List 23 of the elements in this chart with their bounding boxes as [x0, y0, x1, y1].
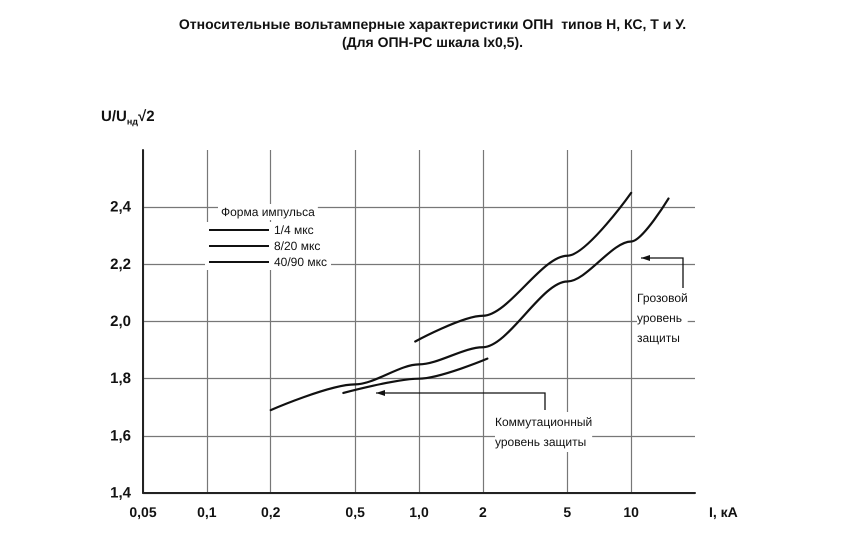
y-tick-label: 2,2	[110, 256, 131, 273]
x-tick-label: 0,2	[260, 504, 281, 520]
legend-label: 40/90 мкс	[274, 255, 327, 269]
x-tick-label: 5	[563, 504, 572, 520]
x-tick-label: 10	[623, 504, 640, 520]
annotation: Грозовой уровень защиты	[637, 291, 688, 345]
x-tick-label: 2	[478, 504, 487, 520]
chart-subtitle: (Для ОПН-РС шкала Ix0,5).	[342, 34, 524, 50]
y-tick-label: 2,0	[110, 313, 131, 330]
legend-label: 1/4 мкс	[274, 223, 314, 237]
x-tick-label: 0,5	[345, 504, 366, 520]
x-tick-label: 1,0	[409, 504, 429, 520]
annotation: Коммутационный уровень защиты	[495, 415, 592, 449]
chart-title: Относительные вольтамперные характеристики ОПН типов Н, КС, Т и У.	[178, 16, 686, 32]
x-tick-label: 0,1	[197, 504, 217, 520]
legend-title: Форма импульса	[221, 205, 316, 219]
x-tick-label: 0,05	[129, 504, 157, 520]
y-tick-label: 1,6	[110, 427, 131, 444]
x-axis-title: I, кА	[709, 504, 738, 520]
legend-label: 8/20 мкс	[274, 239, 320, 253]
y-tick-label: 1,4	[110, 484, 132, 502]
y-tick-label: 2,4	[110, 198, 132, 216]
y-tick-label: 1,8	[110, 370, 131, 388]
